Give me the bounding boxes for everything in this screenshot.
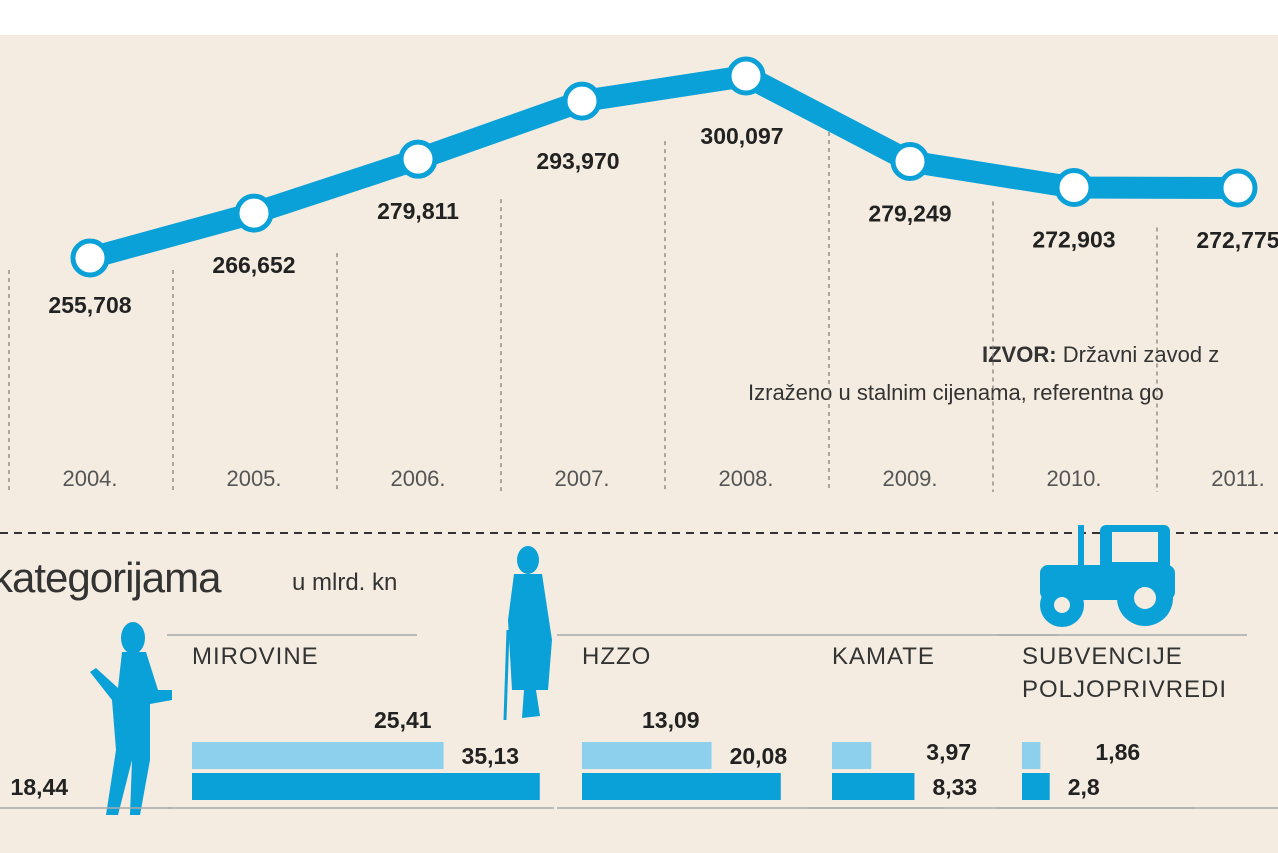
bar bbox=[1022, 742, 1041, 769]
point bbox=[1218, 168, 1258, 208]
bar bbox=[582, 742, 712, 769]
value-label: 293,970 bbox=[536, 148, 619, 174]
value-label: 18,44 bbox=[11, 774, 69, 800]
point bbox=[726, 56, 766, 96]
point bbox=[70, 238, 110, 278]
line-series bbox=[87, 65, 1239, 269]
value-label: 25,41 bbox=[374, 707, 432, 733]
section-title: kategorijama bbox=[0, 554, 222, 601]
value-label: 255,708 bbox=[48, 292, 131, 318]
bar bbox=[832, 742, 872, 769]
note: Izraženo u stalnim cijenama, referentna … bbox=[748, 380, 1164, 405]
elderly-silhouette bbox=[503, 546, 552, 721]
value-label: 2,8 bbox=[1068, 774, 1100, 800]
x-tick-label: 2011. bbox=[1211, 466, 1264, 491]
point bbox=[1054, 167, 1094, 207]
value-label: 35,13 bbox=[462, 743, 520, 769]
point bbox=[398, 139, 438, 179]
x-tick-label: 2010. bbox=[1046, 466, 1101, 491]
top-strip bbox=[0, 0, 1278, 35]
source: IZVOR: Državni zavod z bbox=[982, 342, 1219, 367]
x-tick-label: 2004. bbox=[62, 466, 117, 491]
x-tick-label: 2006. bbox=[390, 466, 445, 491]
value-label: 272,903 bbox=[1032, 226, 1115, 252]
value-label: 300,097 bbox=[700, 123, 783, 149]
value-label: 1,86 bbox=[1095, 739, 1140, 765]
bar bbox=[582, 773, 781, 800]
section-subtitle: u mlrd. kn bbox=[292, 569, 397, 596]
x-tick-label: 2005. bbox=[226, 466, 281, 491]
bar bbox=[192, 742, 444, 769]
value-label: 272,775 bbox=[1196, 227, 1278, 253]
group-name: SUBVENCIJE POLJOPRIVREDI bbox=[1022, 643, 1228, 703]
value-label: 266,652 bbox=[212, 252, 295, 278]
source-text: Državni zavod z bbox=[1063, 342, 1220, 367]
x-tick-label: 2007. bbox=[554, 466, 609, 491]
value-label: 20,08 bbox=[730, 743, 788, 769]
point bbox=[890, 141, 930, 181]
value-label: 13,09 bbox=[642, 707, 700, 733]
x-tick-label: 2009. bbox=[882, 466, 937, 491]
point bbox=[234, 193, 274, 233]
source-label: IZVOR: bbox=[982, 342, 1057, 367]
value-label: 8,33 bbox=[932, 774, 977, 800]
bar bbox=[832, 773, 915, 800]
bar bbox=[192, 773, 540, 800]
value-label: 3,97 bbox=[926, 739, 971, 765]
woman-silhouette bbox=[90, 622, 172, 815]
group-name: HZZO bbox=[582, 643, 652, 670]
x-tick-label: 2008. bbox=[718, 466, 773, 491]
point bbox=[562, 81, 602, 121]
tractor-icon bbox=[1040, 525, 1175, 627]
group-name: KAMATE bbox=[832, 643, 935, 670]
group-name: MIROVINE bbox=[192, 643, 319, 670]
bar bbox=[1022, 773, 1050, 800]
value-label: 279,811 bbox=[377, 198, 459, 224]
value-label: 279,249 bbox=[868, 200, 951, 226]
